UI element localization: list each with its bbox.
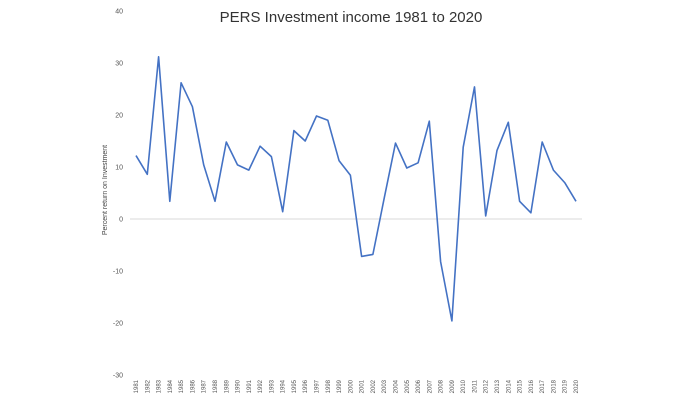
y-tick-label: -10 [113, 269, 123, 276]
x-tick-label: 2015 [518, 379, 524, 393]
x-tick-label: 1981 [134, 379, 140, 393]
x-tick-label: 1986 [190, 379, 196, 393]
x-tick-label: 2005 [405, 379, 411, 393]
x-tick-label: 1995 [292, 379, 298, 393]
x-tick-label: 1998 [326, 379, 332, 393]
x-tick-label: 2008 [439, 379, 445, 393]
x-tick-label: 1991 [247, 379, 253, 393]
x-tick-label: 2018 [551, 379, 557, 393]
y-tick-label: 10 [115, 165, 123, 172]
series-group [135, 55, 577, 322]
x-tick-label: 1983 [157, 379, 163, 393]
x-tick-label: 2002 [371, 379, 377, 393]
x-tick-label: 2019 [563, 379, 569, 393]
x-tick-label: 1993 [269, 379, 275, 393]
y-tick-label: -30 [113, 373, 123, 380]
x-tick-label: 2014 [506, 379, 512, 393]
y-tick-label: 30 [115, 61, 123, 68]
x-tick-label: 1987 [202, 379, 208, 393]
x-tick-label: 2010 [461, 379, 467, 393]
x-tick-label: 2001 [360, 379, 366, 393]
x-tick-label: 1999 [337, 379, 343, 393]
x-tick-label: 2003 [382, 379, 388, 393]
x-tick-label: 1994 [281, 379, 287, 393]
y-tick-label: -20 [113, 321, 123, 328]
x-tick-label: 2009 [450, 379, 456, 393]
x-tick-label: 2020 [574, 379, 580, 393]
x-tick-label: 1992 [258, 379, 264, 393]
x-tick-label: 2004 [393, 379, 399, 393]
y-axis-ticks: -30 -20 -10 0 10 20 30 40 [113, 9, 123, 380]
x-tick-label: 2000 [348, 379, 354, 393]
x-tick-label: 1990 [236, 379, 242, 393]
x-tick-label: 1985 [179, 379, 185, 393]
chart-title: PERS Investment income 1981 to 2020 [220, 9, 483, 26]
y-tick-label: 0 [119, 217, 123, 224]
x-tick-label: 1982 [145, 379, 151, 393]
x-tick-label: 1984 [168, 379, 174, 393]
x-tick-label: 2007 [427, 379, 433, 393]
y-tick-label: 20 [115, 113, 123, 120]
x-tick-label: 2012 [484, 379, 490, 393]
x-tick-label: 1988 [213, 379, 219, 393]
x-tick-label: 2006 [416, 379, 422, 393]
x-tick-label: 1989 [224, 379, 230, 393]
x-tick-label: 2013 [495, 379, 501, 393]
x-tick-label: 2016 [529, 379, 535, 393]
x-tick-label: 1996 [303, 379, 309, 393]
x-tick-label: 2017 [540, 379, 546, 393]
series-line [135, 55, 577, 322]
x-tick-label: 2011 [472, 379, 478, 393]
x-tick-label: 1997 [315, 379, 321, 393]
y-tick-label: 40 [115, 9, 123, 16]
x-axis-ticks: 1981 1982 1983 1984 1985 1986 1987 1988 1989 1990… [134, 379, 580, 393]
y-axis-label: Percent return on Investment [102, 145, 109, 235]
